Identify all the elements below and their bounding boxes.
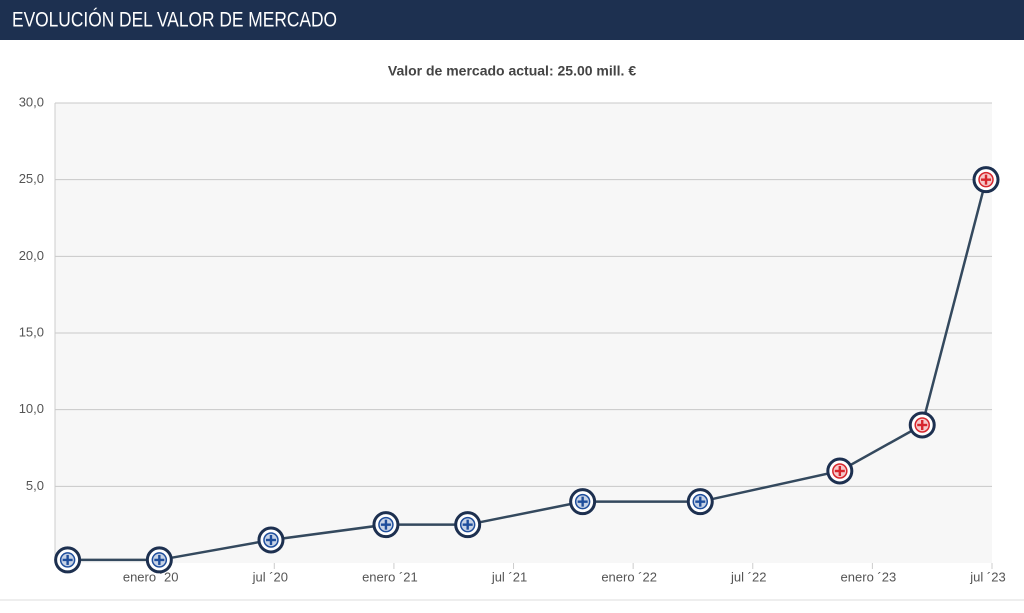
point-marker (372, 511, 400, 539)
value-line (67, 179, 988, 562)
y-tick-label: 15,0 (19, 324, 44, 339)
x-tick-label: jul ´23 (969, 569, 1005, 584)
point-marker (686, 488, 714, 516)
y-tick-label: 20,0 (19, 248, 44, 263)
marker-part (265, 538, 276, 542)
x-tick-label: enero ´20 (123, 569, 179, 584)
marker-part (577, 500, 588, 503)
y-tick-label: 5,0 (26, 478, 44, 493)
point-marker (569, 488, 597, 516)
point-marker (972, 166, 1000, 194)
y-tick-label: 30,0 (19, 94, 44, 109)
marker-part (154, 558, 165, 562)
y-tick-label: 25,0 (19, 171, 44, 186)
chart-subtitle: Valor de mercado actual: 25.00 mill. € (388, 63, 636, 79)
y-tick-label: 10,0 (19, 401, 44, 416)
marker-part (462, 523, 473, 526)
point-marker (826, 457, 854, 485)
x-tick-label: enero ´23 (841, 569, 897, 584)
point-marker (145, 546, 173, 574)
marker-part (834, 469, 845, 473)
point-marker (908, 411, 936, 439)
x-tick-label: enero ´22 (601, 569, 657, 584)
header-bar (0, 0, 1024, 40)
marker-part (62, 558, 73, 562)
point-marker (454, 511, 482, 539)
point-marker (257, 526, 285, 554)
x-tick-label: enero ´21 (362, 569, 418, 584)
x-tick-label: jul ´21 (491, 569, 527, 584)
chart-title: EVOLUCIÓN DEL VALOR DE MERCADO (12, 9, 337, 32)
marker-part (981, 178, 992, 181)
x-tick-label: jul ´20 (252, 569, 288, 584)
x-tick-label: jul ´22 (730, 569, 766, 584)
marker-part (917, 423, 928, 427)
point-marker (54, 546, 82, 574)
marker-part (380, 523, 391, 526)
marker-part (695, 500, 706, 503)
